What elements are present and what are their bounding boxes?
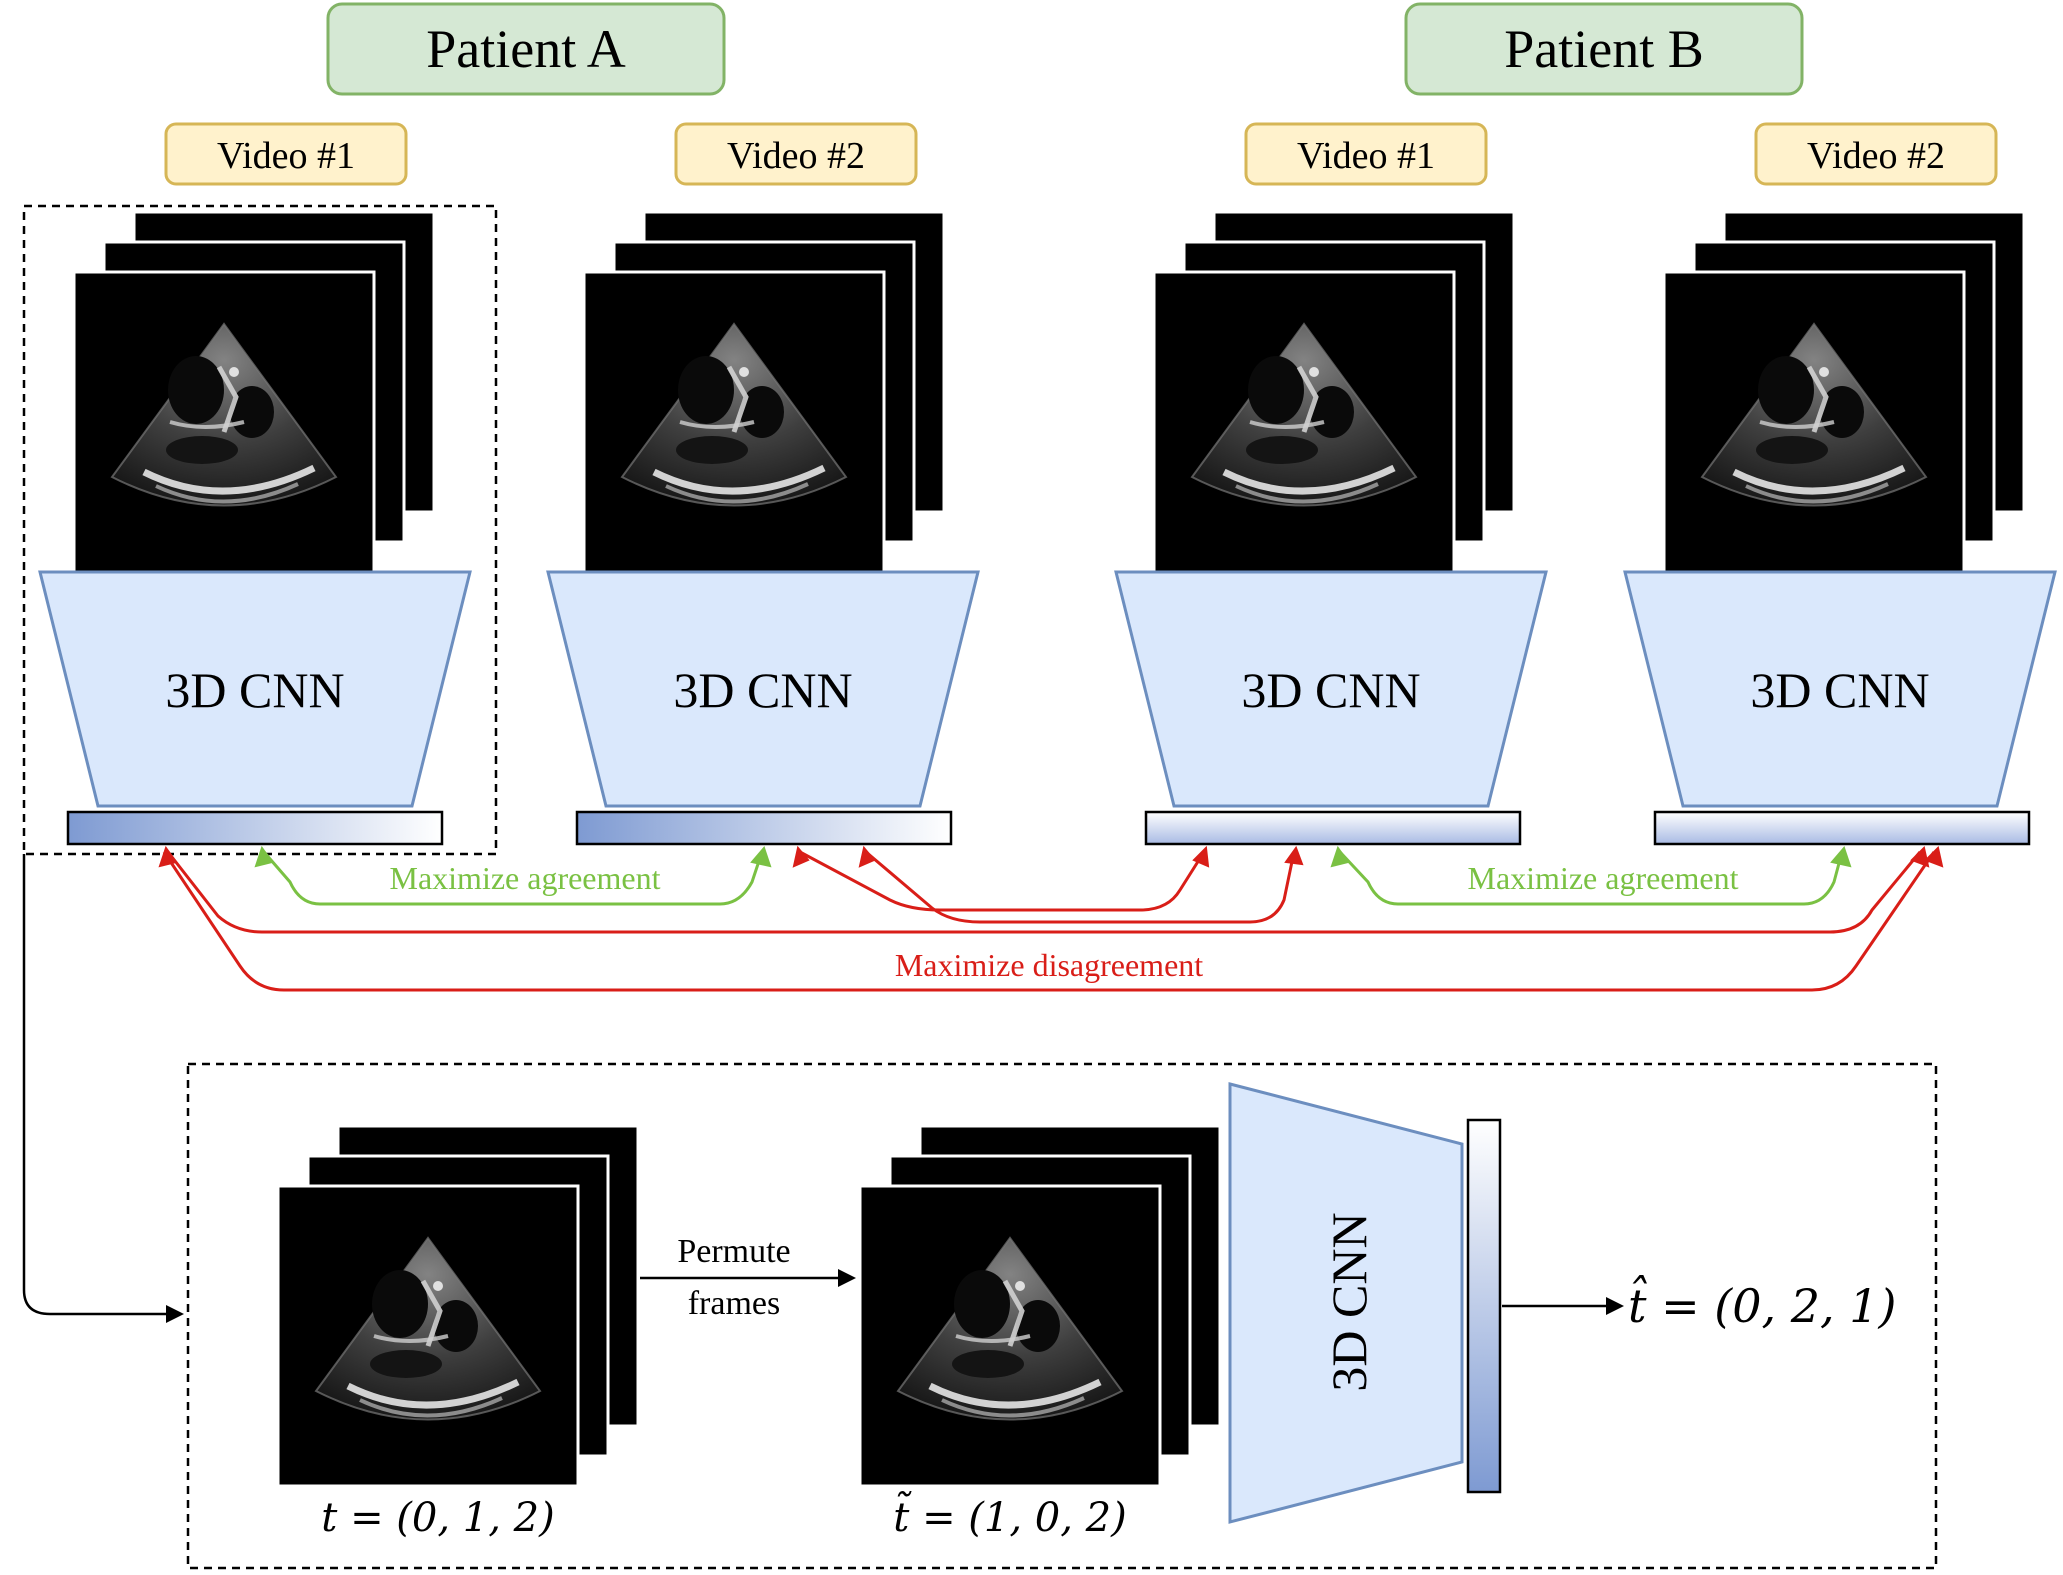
patient-a-header: Patient A: [326, 2, 726, 96]
video-label-a1: Video #1: [164, 122, 408, 186]
svg-text:3D CNN: 3D CNN: [165, 662, 344, 718]
permute-label-line2: frames: [688, 1285, 781, 1322]
prediction-arrow: [1502, 1297, 1624, 1315]
svg-text:3D CNN: 3D CNN: [1750, 662, 1929, 718]
patient-b-header: Patient B: [1404, 2, 1804, 96]
embedding-b2: [1653, 810, 2031, 846]
disagreement-arrowheads: [158, 845, 1944, 868]
svg-text:3D CNN: 3D CNN: [1241, 662, 1420, 718]
video-label-a2: Video #2: [674, 122, 918, 186]
svg-text:3D CNN: 3D CNN: [673, 662, 852, 718]
svg-text:Video #1: Video #1: [1297, 135, 1435, 177]
pretext-panel: [186, 1062, 1938, 1570]
cnn-encoder-a1: 3D CNN: [38, 570, 472, 808]
svg-text:3D CNN: 3D CNN: [1321, 1212, 1377, 1391]
permuted-frame-stack: [858, 1124, 1222, 1488]
permute-label-line1: Permute: [677, 1233, 790, 1270]
agreement-label-a: Maximize agreement: [390, 860, 661, 896]
frame-stack-b1: [1152, 210, 1516, 574]
frame-stack-a2: [582, 210, 946, 574]
frame-stack-b2: [1662, 210, 2026, 574]
patient-a-label: Patient A: [426, 19, 626, 79]
original-frame-stack: [276, 1124, 640, 1488]
t-permuted-label: t̃ = (1, 0, 2): [893, 1491, 1126, 1541]
embedding-a2: [575, 810, 953, 846]
frame-stack-a1: [72, 210, 436, 574]
cnn-encoder-b2: 3D CNN: [1623, 570, 2057, 808]
disagreement-label: Maximize disagreement: [895, 947, 1203, 983]
video-label-b2: Video #2: [1754, 122, 1998, 186]
pretext-embedding: [1466, 1118, 1502, 1494]
embedding-a1: [66, 810, 444, 846]
cnn-encoder-a2: 3D CNN: [546, 570, 980, 808]
disagreement-arrows: [162, 850, 1936, 992]
t-original-label: t = (0, 1, 2): [321, 1495, 554, 1541]
agreement-arrow-a: [262, 851, 764, 906]
agreement-arrow-b: [1338, 850, 1844, 906]
t-predicted-label: t̂ = (0, 2, 1): [1628, 1274, 1896, 1333]
svg-text:Video #2: Video #2: [727, 135, 865, 177]
svg-text:Video #1: Video #1: [217, 135, 355, 177]
embedding-b1: [1144, 810, 1522, 846]
patient-b-label: Patient B: [1504, 19, 1704, 79]
video-label-b1: Video #1: [1244, 122, 1488, 186]
pretext-connector-arrow: [22, 854, 184, 1323]
agreement-label-b: Maximize agreement: [1468, 860, 1739, 896]
svg-text:Video #2: Video #2: [1807, 135, 1945, 177]
permute-arrow: [640, 1269, 856, 1287]
cnn-encoder-b1: 3D CNN: [1114, 570, 1548, 808]
pretext-cnn-encoder: 3D CNN: [1228, 1082, 1464, 1524]
